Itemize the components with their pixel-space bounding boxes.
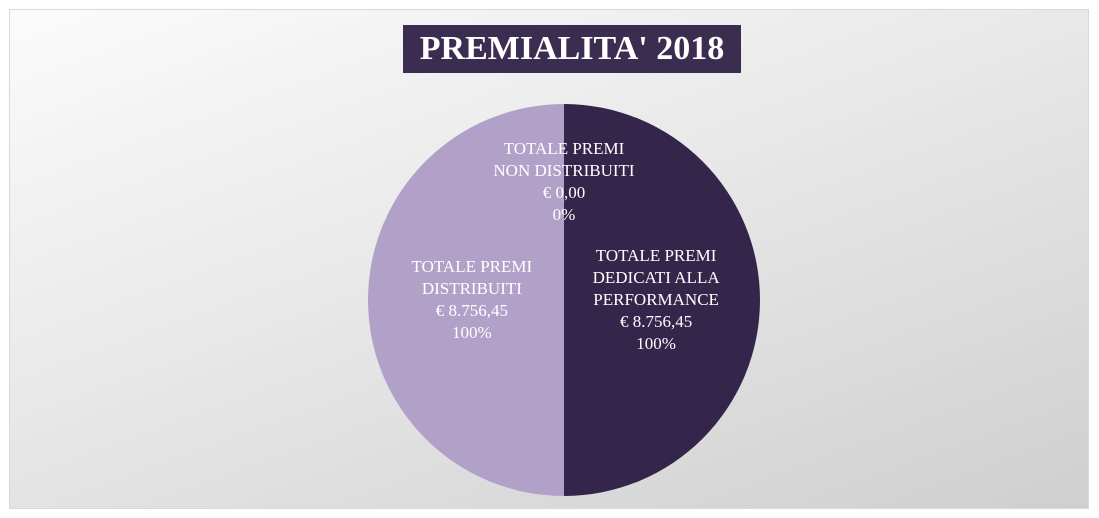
chart-title: PREMIALITA' 2018 (403, 25, 741, 73)
pie-slice (368, 104, 564, 496)
label-value: € 8.756,45 (619, 312, 693, 331)
pie-slice (564, 104, 760, 496)
data-label: TOTALE PREMI DISTRIBUITI € 8.756,45 100% (392, 256, 552, 344)
data-label: TOTALE PREMI DEDICATI ALLA PERFORMANCE € … (576, 245, 736, 355)
label-category: TOTALE PREMI DISTRIBUITI (411, 257, 533, 298)
data-label: TOTALE PREMI NON DISTRIBUITI € 0,00 0% (484, 138, 644, 226)
label-category: TOTALE PREMI DEDICATI ALLA PERFORMANCE (592, 246, 720, 309)
label-percentage: 100% (636, 334, 676, 353)
label-value: € 0,00 (542, 183, 586, 203)
label-value: € 8.756,45 (435, 301, 508, 320)
label-percentage: 0% (552, 205, 576, 225)
label-category: TOTALE PREMI NON DISTRIBUITI (493, 139, 635, 181)
label-percentage: 100% (452, 323, 492, 342)
